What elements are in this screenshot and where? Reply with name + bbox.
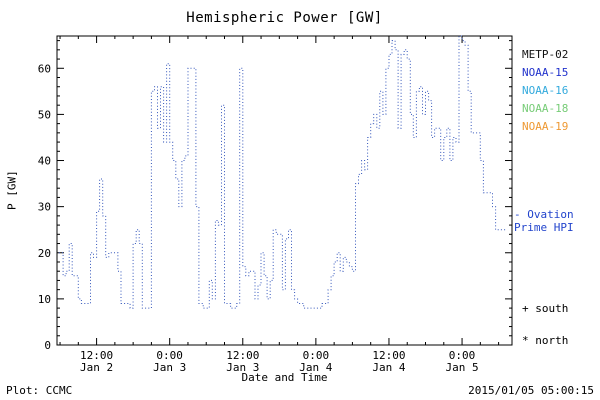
legend-item-noaa-19: NOAA-19 bbox=[522, 120, 569, 133]
x-tick-time-label: 0:00 bbox=[303, 349, 330, 362]
x-tick-date-label: Jan 5 bbox=[445, 361, 478, 374]
legend-item-noaa-15: NOAA-15 bbox=[522, 66, 569, 79]
x-tick-date-label: Jan 4 bbox=[372, 361, 405, 374]
ovation-prime-hpi-label: - Ovation Prime HPI bbox=[514, 208, 574, 234]
hpi-step-line bbox=[58, 35, 506, 309]
y-tick-label: 20 bbox=[38, 247, 51, 260]
x-tick-time-label: 12:00 bbox=[80, 349, 113, 362]
x-tick-time-label: 0:00 bbox=[449, 349, 476, 362]
legend-item-noaa-18: NOAA-18 bbox=[522, 102, 569, 115]
ovation-label-line2: Prime HPI bbox=[514, 221, 574, 234]
x-tick-date-label: Jan 3 bbox=[226, 361, 259, 374]
x-tick-time-label: 12:00 bbox=[226, 349, 259, 362]
x-tick-time-label: 12:00 bbox=[372, 349, 405, 362]
plot-timestamp: 2015/01/05 05:00:15 bbox=[468, 384, 594, 397]
plot-source-label: Plot: CCMC bbox=[6, 384, 73, 397]
north-marker-key: * north bbox=[522, 334, 569, 347]
x-tick-date-label: Jan 3 bbox=[153, 361, 186, 374]
x-axis-label: Date and Time bbox=[241, 371, 328, 384]
legend-item-noaa-16: NOAA-16 bbox=[522, 84, 569, 97]
y-tick-label: 60 bbox=[38, 62, 51, 75]
satellite-legend: METP-02 NOAA-15 NOAA-16 NOAA-18 NOAA-19 bbox=[522, 46, 568, 136]
y-tick-label: 10 bbox=[38, 293, 51, 306]
south-marker-key: + south bbox=[522, 302, 569, 315]
x-tick-date-label: Jan 4 bbox=[299, 361, 332, 374]
x-tick-date-label: Jan 2 bbox=[80, 361, 113, 374]
ovation-label-line1: - Ovation bbox=[514, 208, 574, 221]
y-tick-label: 40 bbox=[38, 155, 51, 168]
x-tick-time-label: 0:00 bbox=[156, 349, 183, 362]
y-tick-label: 50 bbox=[38, 108, 51, 121]
chart-title: Hemispheric Power [GW] bbox=[186, 10, 383, 26]
plot-box bbox=[56, 35, 513, 346]
y-tick-label: 0 bbox=[44, 339, 51, 352]
y-tick-label: 30 bbox=[38, 201, 51, 214]
legend-item-metp-02: METP-02 bbox=[522, 48, 569, 61]
